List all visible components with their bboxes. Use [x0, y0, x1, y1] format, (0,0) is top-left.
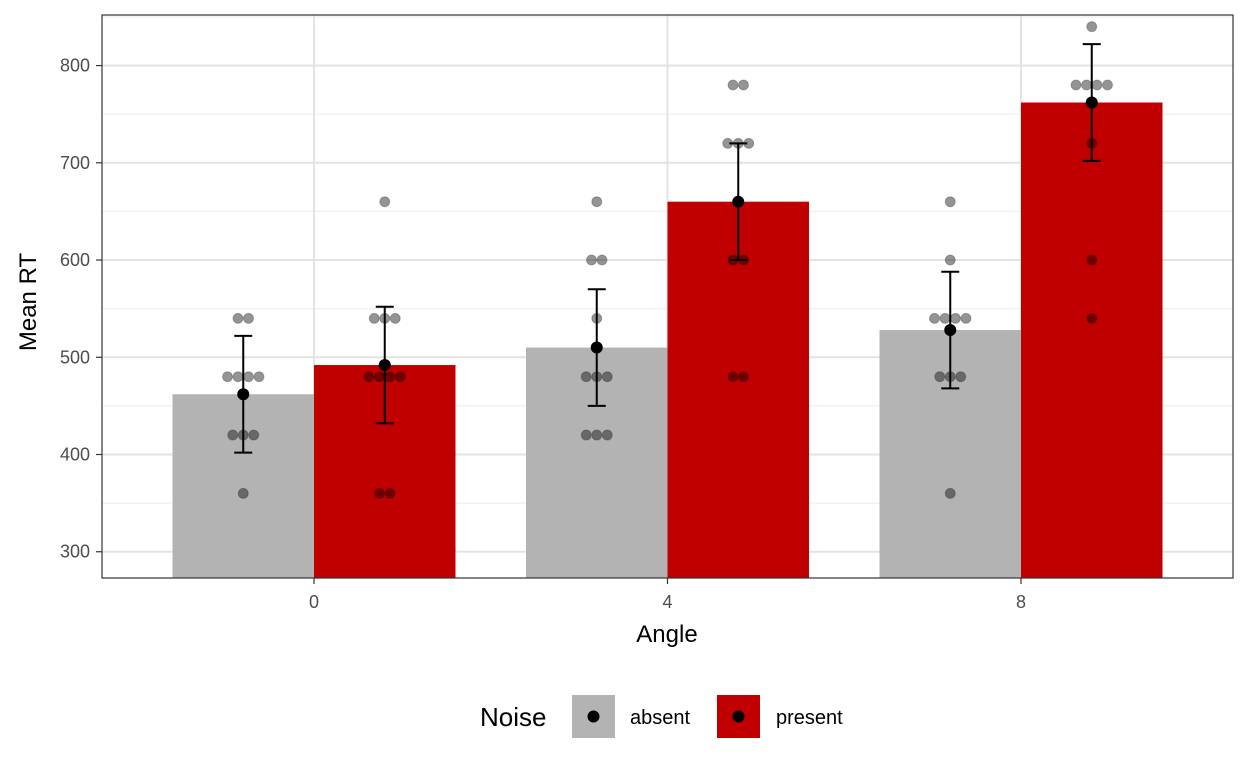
legend-label-absent: absent [630, 707, 690, 729]
data-point [738, 371, 749, 383]
bar-present-4 [667, 201, 809, 578]
data-point [389, 312, 401, 324]
mean-point-absent-0 [237, 388, 250, 401]
data-point [939, 312, 951, 324]
data-point [384, 371, 396, 383]
data-point [960, 312, 972, 324]
data-point [222, 371, 233, 383]
data-point [395, 371, 406, 383]
data-point [1086, 21, 1098, 33]
mean-point-absent-8 [944, 324, 957, 337]
error-bars [234, 43, 1101, 454]
data-point [232, 312, 244, 324]
mean-point-present-0 [378, 359, 391, 372]
data-point [591, 196, 603, 208]
data-point [363, 371, 375, 383]
y-tick-label: 600 [60, 250, 90, 270]
data-point [727, 79, 739, 91]
data-point [243, 312, 254, 324]
data-point [248, 429, 260, 441]
data-point [368, 312, 380, 324]
data-point [253, 371, 265, 383]
data-point [601, 429, 613, 441]
x-axis: 0 4 8 [309, 578, 1026, 612]
legend-key-point [732, 710, 745, 723]
mean-point-absent-4 [590, 341, 603, 354]
legend-label-present: present [776, 707, 843, 729]
x-tick-label: 0 [309, 592, 319, 612]
data-point [237, 487, 249, 499]
x-tick-label: 8 [1016, 592, 1026, 612]
data-point [934, 371, 946, 383]
data-point [955, 371, 967, 383]
bar-present-8 [1021, 102, 1163, 579]
y-tick-label: 400 [60, 445, 90, 465]
data-point [384, 487, 396, 499]
y-tick-label: 700 [60, 153, 90, 173]
y-tick-label: 500 [60, 347, 90, 367]
data-point [580, 429, 592, 441]
y-tick-label: 800 [60, 56, 90, 76]
data-point [227, 429, 239, 441]
data-point [243, 371, 254, 383]
y-axis-title: Mean RT [15, 253, 42, 352]
data-point [374, 487, 385, 499]
data-point [586, 254, 597, 266]
data-point [232, 371, 244, 383]
legend-key-point [587, 710, 600, 723]
data-point [596, 254, 608, 266]
x-tick-label: 4 [662, 592, 672, 612]
y-tick-label: 300 [60, 542, 90, 562]
data-point [727, 371, 739, 383]
legend: Noise absent present [480, 695, 843, 738]
mean-point-present-8 [1085, 96, 1098, 109]
data-point [1086, 312, 1098, 324]
data-points [222, 21, 1113, 499]
mean-point-present-4 [732, 195, 745, 208]
data-point [379, 196, 391, 208]
data-point [374, 371, 385, 383]
data-point [950, 312, 961, 324]
data-point [944, 254, 956, 266]
data-point [601, 371, 613, 383]
data-point [1091, 79, 1103, 91]
data-point [944, 487, 956, 499]
data-point [929, 312, 940, 324]
data-point [580, 371, 592, 383]
data-point [1086, 254, 1098, 266]
y-axis: 300 400 500 600 700 800 [60, 56, 102, 562]
legend-title: Noise [480, 702, 546, 732]
data-point [944, 196, 956, 208]
data-point [1081, 79, 1092, 91]
bars [172, 102, 1163, 579]
data-point [1102, 79, 1113, 91]
data-point [1070, 79, 1082, 91]
data-point [591, 429, 603, 441]
x-axis-title: Angle [636, 621, 697, 648]
data-point [738, 79, 749, 91]
